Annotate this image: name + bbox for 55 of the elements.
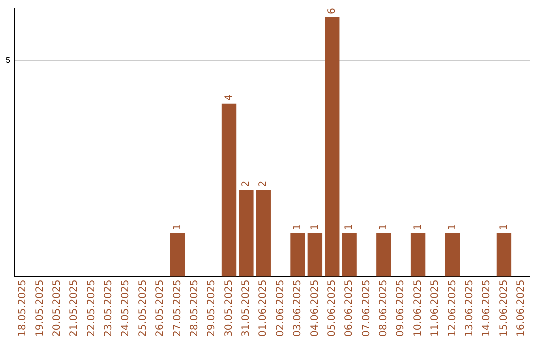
- data-label: 1: [292, 224, 304, 231]
- x-tick-label: 08.06.2025: [378, 280, 390, 338]
- bar: [290, 234, 306, 277]
- bar: [325, 17, 340, 277]
- x-tick-label: 04.06.2025: [310, 280, 321, 338]
- x-tick-label: 27.05.2025: [172, 280, 184, 338]
- x-tick-label: 09.06.2025: [396, 280, 407, 338]
- x-tick-label: 05.06.2025: [326, 280, 338, 338]
- x-tick-label: 21.05.2025: [69, 280, 80, 338]
- x-tick-label: 28.05.2025: [189, 280, 200, 338]
- x-tick-label: 26.05.2025: [155, 280, 166, 338]
- data-label: 1: [172, 224, 184, 231]
- x-tick-label: 23.05.2025: [104, 280, 115, 338]
- bar: [308, 234, 323, 277]
- data-label: 1: [498, 224, 510, 231]
- bar: [239, 190, 254, 277]
- data-label: 4: [224, 94, 235, 101]
- data-label: 1: [378, 224, 390, 231]
- x-tick-label: 18.05.2025: [18, 280, 29, 338]
- bar: [222, 104, 237, 277]
- data-label: 2: [241, 180, 252, 188]
- x-tick-label: 19.05.2025: [34, 280, 46, 338]
- x-tick-label: 10.06.2025: [412, 280, 424, 338]
- data-label: 6: [326, 8, 338, 14]
- x-tick-label: 25.05.2025: [138, 280, 149, 338]
- bar: [445, 234, 460, 277]
- x-tick-label: 02.06.2025: [275, 280, 286, 338]
- data-label: 1: [344, 224, 356, 231]
- x-tick-label: 03.06.2025: [292, 280, 304, 338]
- x-tick-label: 13.06.2025: [464, 280, 476, 338]
- y-tick-label: 5: [6, 56, 11, 65]
- data-label: 1: [310, 224, 321, 231]
- x-tick-label: 07.06.2025: [361, 280, 372, 338]
- x-tick-label: 14.06.2025: [482, 280, 493, 338]
- x-tick-label: 31.05.2025: [241, 280, 252, 338]
- x-tick-label: 22.05.2025: [86, 280, 98, 338]
- bar: [410, 234, 426, 277]
- x-tick-label: 24.05.2025: [120, 280, 132, 338]
- data-label: 1: [412, 224, 424, 231]
- x-tick-label: 01.06.2025: [258, 280, 270, 338]
- x-tick-label: 15.06.2025: [498, 280, 510, 338]
- x-tick-label: 12.06.2025: [447, 280, 458, 338]
- data-label: 2: [258, 180, 270, 188]
- x-tick-label: 06.06.2025: [344, 280, 356, 338]
- bar: [342, 234, 357, 277]
- x-tick-label: 11.06.2025: [430, 280, 442, 338]
- x-tick-label: 16.06.2025: [516, 280, 527, 338]
- x-tick-label: 29.05.2025: [206, 280, 218, 338]
- x-tick-label: 20.05.2025: [52, 280, 64, 338]
- x-tick-label: 30.05.2025: [224, 280, 235, 338]
- bar: [496, 234, 512, 277]
- bar: [170, 234, 186, 277]
- data-label: 1: [447, 224, 458, 231]
- bar: [376, 234, 392, 277]
- bar: [256, 190, 271, 277]
